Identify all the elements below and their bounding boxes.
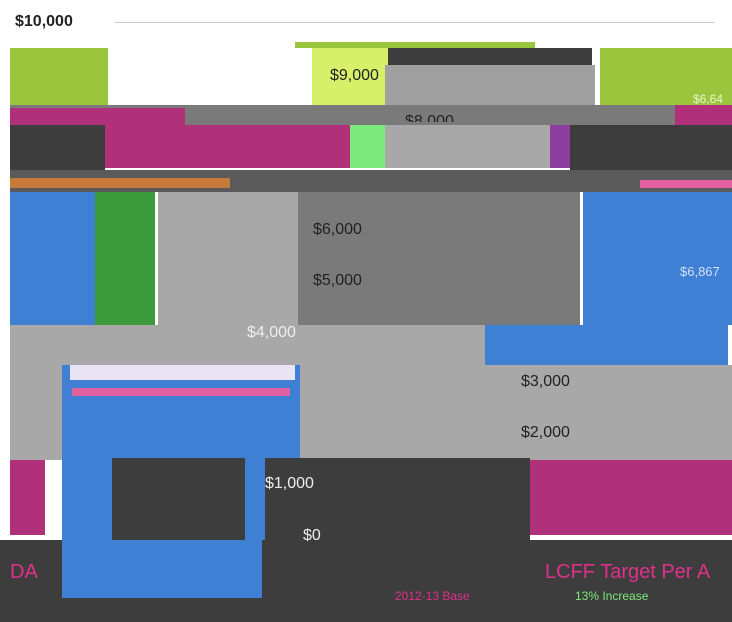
block [675, 105, 732, 125]
axis-label: $8,000 [405, 114, 454, 122]
block [10, 125, 105, 170]
axis-label: $10,000 [15, 14, 73, 30]
panel-title: DA [10, 562, 38, 582]
legend-entry: 13% Increase [575, 590, 648, 602]
block [550, 125, 570, 168]
panel-title: LCFF Target Per A [545, 562, 710, 582]
block [298, 192, 580, 325]
block [640, 180, 732, 188]
block [385, 65, 595, 105]
axis-label: $1,000 [265, 476, 314, 492]
block [10, 108, 185, 125]
value-label: $6,64 [693, 93, 723, 105]
axis-label: $5,000 [313, 273, 362, 289]
block [10, 48, 108, 108]
block [10, 178, 230, 188]
block [95, 192, 155, 325]
screenshot: $10,000 $9,000 $8,000 $6,000 $5,000 $4,0… [0, 0, 732, 622]
block [300, 365, 732, 460]
block [158, 192, 298, 325]
block [10, 460, 45, 535]
block [485, 325, 728, 365]
block [583, 192, 732, 325]
axis-label: $3,000 [521, 374, 570, 390]
rule [115, 22, 715, 23]
block [10, 365, 62, 460]
block [350, 125, 385, 168]
value-label: $6,867 [680, 265, 720, 278]
block [530, 460, 732, 535]
block [10, 192, 95, 325]
block [62, 540, 262, 598]
block [70, 365, 295, 380]
block [385, 125, 550, 168]
block [570, 125, 732, 170]
axis-label: $6,000 [313, 222, 362, 238]
legend-entry: 2012-13 Base [395, 590, 470, 602]
block [72, 388, 290, 396]
axis-label: $9,000 [330, 68, 379, 84]
axis-label: $2,000 [521, 425, 570, 441]
block [105, 125, 350, 168]
axis-label: $4,000 [247, 325, 296, 341]
axis-label: $0 [303, 528, 321, 544]
